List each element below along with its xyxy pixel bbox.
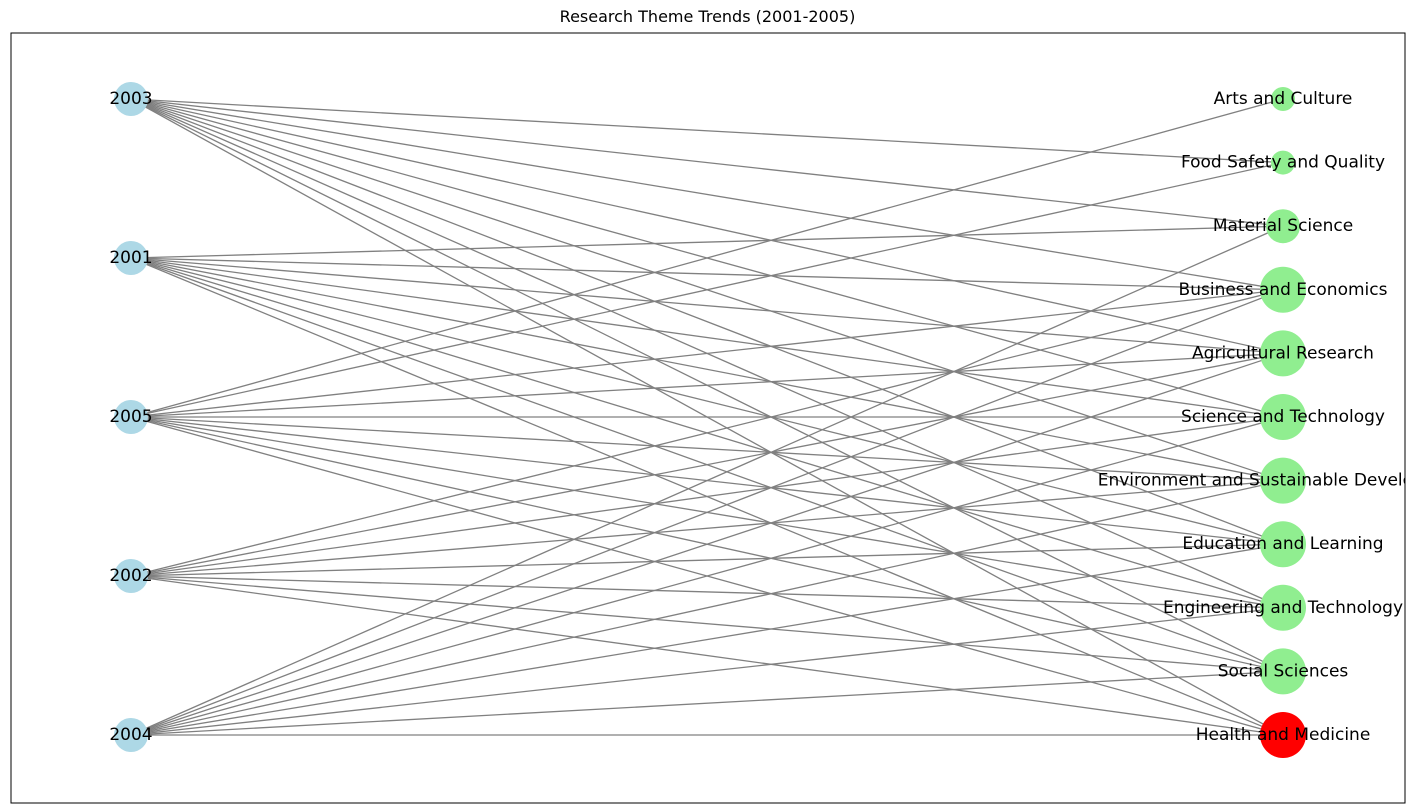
year-node-label: 2004	[109, 725, 152, 745]
edge-2002-science-and-technology	[130, 416, 1284, 577]
year-node-label: 2001	[109, 248, 152, 268]
theme-node-circle	[1260, 330, 1306, 377]
edge-2004-agricultural-research	[130, 352, 1284, 736]
theme-node-label: Material Science	[1213, 216, 1353, 236]
edge-2004-social-sciences	[130, 670, 1284, 736]
theme-node-label: Science and Technology	[1181, 407, 1385, 427]
year-node-2004: 2004	[109, 718, 153, 752]
edge-2001-business-and-economics	[130, 257, 1284, 291]
year-node-label: 2002	[109, 566, 152, 586]
year-node-circle	[114, 400, 148, 434]
theme-node-education-and-learning: Education and Learning	[1182, 521, 1384, 568]
edge-2003-business-and-economics	[130, 98, 1284, 291]
theme-node-label: Education and Learning	[1182, 534, 1383, 554]
theme-node-circle	[1260, 457, 1306, 504]
edge-2002-social-sciences	[130, 575, 1284, 673]
year-node-2002: 2002	[109, 559, 153, 593]
edge-2003-material-science	[130, 98, 1284, 227]
year-node-label: 2003	[109, 89, 152, 109]
year-node-circle	[114, 82, 148, 116]
theme-node-label: Food Safety and Quality	[1181, 153, 1385, 173]
edge-2005-agricultural-research	[130, 352, 1284, 418]
edge-2004-engineering-and-technology	[130, 607, 1284, 736]
node-layer: 2003 2001 2005 2002 2004 Arts and Culture Food…	[109, 82, 1415, 758]
edge-2004-business-and-economics	[130, 289, 1284, 736]
year-node-2005: 2005	[109, 400, 153, 434]
year-node-2001: 2001	[109, 241, 153, 275]
theme-node-health-and-medicine: Health and Medicine	[1196, 712, 1371, 758]
theme-node-circle	[1260, 521, 1306, 568]
year-node-2003: 2003	[109, 82, 153, 116]
theme-node-circle	[1260, 394, 1306, 440]
theme-node-label: Health and Medicine	[1196, 725, 1371, 745]
edge-2001-agricultural-research	[130, 257, 1284, 355]
theme-node-business-and-economics: Business and Economics	[1179, 266, 1388, 313]
edge-2001-education-and-learning	[130, 257, 1284, 545]
theme-node-science-and-technology: Science and Technology	[1181, 394, 1385, 440]
theme-node-circle	[1260, 266, 1306, 313]
axes-border	[10, 32, 1406, 804]
edge-2001-science-and-technology	[130, 257, 1284, 418]
year-node-circle	[114, 718, 148, 752]
edge-2001-material-science	[130, 225, 1284, 259]
theme-node-circle	[1260, 648, 1306, 695]
edge-2004-material-science	[130, 225, 1284, 736]
theme-node-food-safety-and-quality: Food Safety and Quality	[1181, 150, 1385, 175]
year-node-label: 2005	[109, 407, 152, 427]
theme-node-label: Arts and Culture	[1214, 89, 1353, 109]
theme-node-material-science: Material Science	[1213, 209, 1353, 244]
edge-2002-agricultural-research	[130, 352, 1284, 577]
edge-2004-science-and-technology	[130, 416, 1284, 736]
theme-node-social-sciences: Social Sciences	[1218, 648, 1349, 695]
diagram-title: Research Theme Trends (2001-2005)	[559, 7, 856, 26]
edge-2004-environment-and-sustainable-development	[130, 479, 1284, 736]
theme-node-circle	[1266, 209, 1300, 244]
edge-2003-agricultural-research	[130, 98, 1284, 355]
edge-layer	[130, 98, 1284, 736]
edge-2003-food-safety-and-quality	[130, 98, 1284, 164]
edge-2005-food-safety-and-quality	[130, 161, 1284, 418]
theme-node-circle	[1271, 150, 1295, 175]
edge-2005-arts-and-culture	[130, 98, 1284, 418]
edge-2002-health-and-medicine	[130, 575, 1284, 736]
theme-node-environment-and-sustainable-development: Environment and Sustainable Development	[1098, 457, 1415, 504]
theme-node-label: Agricultural Research	[1192, 343, 1374, 363]
year-node-circle	[114, 241, 148, 275]
year-node-circle	[114, 559, 148, 593]
edge-2002-environment-and-sustainable-development	[130, 479, 1284, 577]
theme-node-label: Business and Economics	[1179, 280, 1388, 300]
edge-2004-education-and-learning	[130, 543, 1284, 736]
theme-node-circle	[1260, 584, 1306, 631]
theme-node-engineering-and-technology: Engineering and Technology	[1163, 584, 1403, 631]
theme-node-label: Engineering and Technology	[1163, 598, 1403, 618]
theme-node-label: Social Sciences	[1218, 661, 1349, 681]
theme-node-circle	[1260, 712, 1306, 758]
edge-2002-business-and-economics	[130, 289, 1284, 577]
edge-2002-engineering-and-technology	[130, 575, 1284, 609]
theme-node-circle	[1271, 87, 1295, 111]
edge-2005-business-and-economics	[130, 289, 1284, 418]
theme-node-agricultural-research: Agricultural Research	[1192, 330, 1374, 377]
theme-node-arts-and-culture: Arts and Culture	[1214, 87, 1353, 111]
edge-2002-education-and-learning	[130, 543, 1284, 577]
theme-node-label: Environment and Sustainable Development	[1098, 471, 1415, 491]
